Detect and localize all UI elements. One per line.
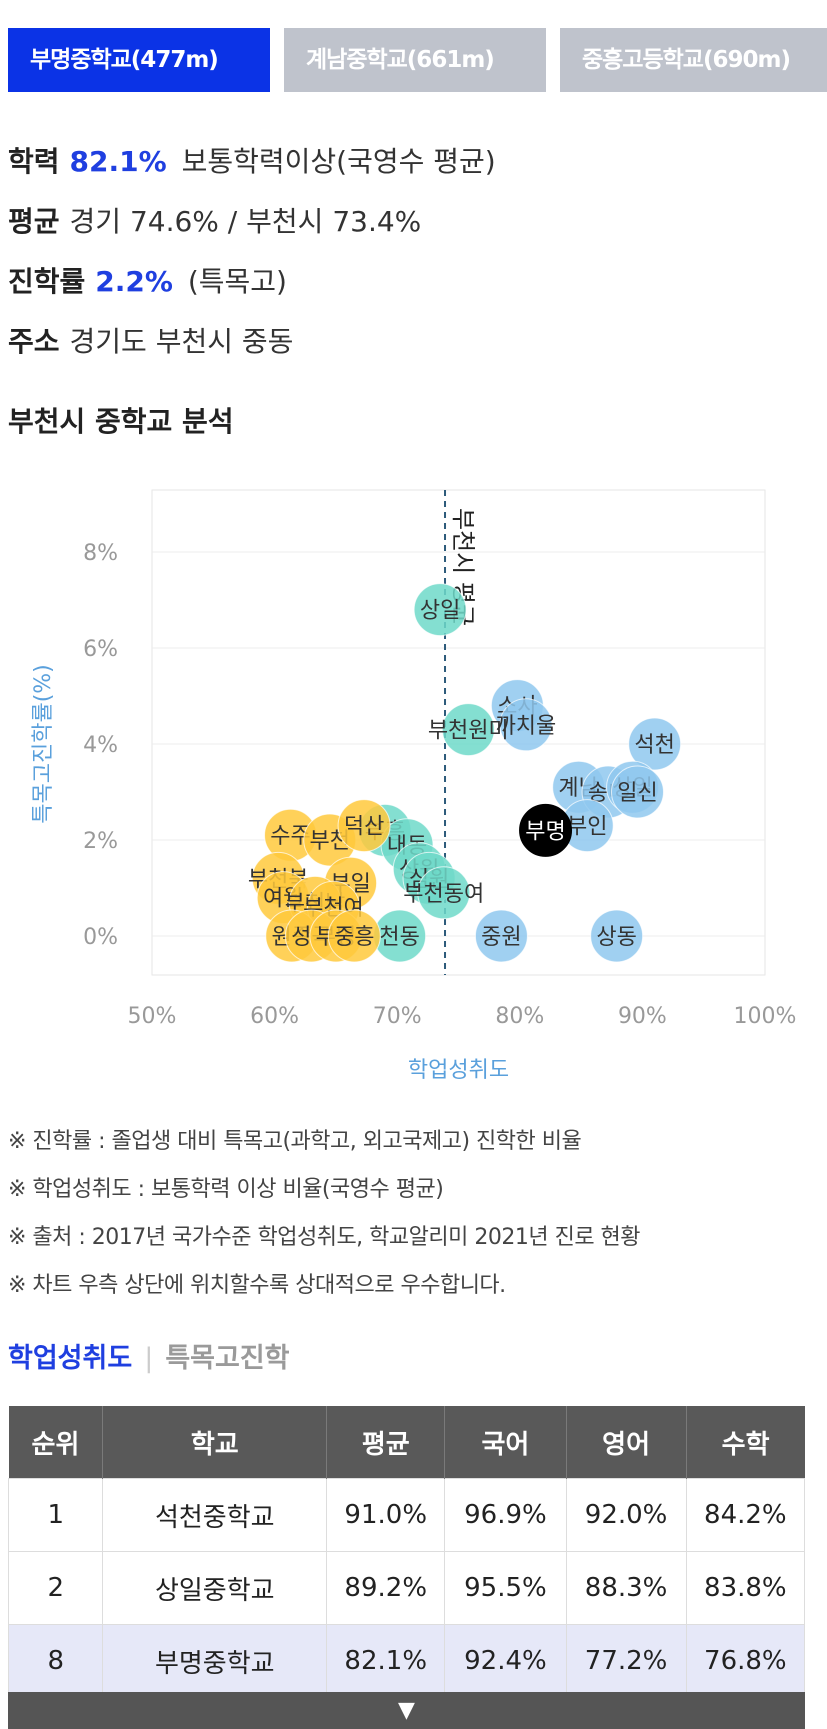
data-point-label: 덕산 [344,815,384,840]
cell-english: 77.2% [565,1624,687,1698]
header-average: 평균 [326,1406,446,1479]
advance-desc: (특목고) [187,265,287,298]
data-point-label: 상일 [420,599,460,624]
data-point-label: 부명 [525,819,565,844]
table-row[interactable]: 1 석천중학교 91.0% 96.9% 92.0% 84.2% [7,1478,806,1552]
x-tick-label: 80% [495,1004,544,1029]
x-tick-label: 60% [250,1004,299,1029]
data-point [519,803,573,857]
y-tick-label: 4% [83,733,118,758]
ranking-table: 순위 학교 평균 국어 영어 수학 1 석천중학교 91.0% 96.9% 92… [7,1406,806,1698]
note-line: ※ 학업성취도 : 보통학력 이상 비율(국영수 평균) [8,1177,444,1202]
advance-row: 진학률 2.2% (특목고) [8,260,287,300]
data-point [474,909,528,963]
data-point-label: 부인 [567,815,607,840]
data-point-label: 까치울 [496,714,557,739]
data-point [413,583,467,637]
subtab-special-school[interactable]: 특목고진학 [165,1343,290,1374]
data-point-label: 중흥 [334,925,374,950]
data-point [337,799,391,853]
header-english: 영어 [566,1406,687,1479]
x-tick-label: 70% [373,1004,422,1029]
header-rank: 순위 [8,1406,104,1479]
x-axis-title: 학업성취도 [408,1058,509,1083]
table-row[interactable]: 2 상일중학교 89.2% 95.5% 88.3% 83.8% [7,1551,806,1625]
data-point [441,703,495,757]
cell-average: 82.1% [326,1624,446,1698]
tab-school-2[interactable]: 계남중학교(661m) [284,28,546,92]
cell-average: 91.0% [326,1478,446,1552]
header-math: 수학 [686,1406,805,1479]
achievement-row: 학력 82.1% 보통학력이상(국영수 평균) [8,140,496,180]
table-header-row: 순위 학교 평균 국어 영어 수학 [8,1406,805,1479]
note-line: ※ 출처 : 2017년 국가수준 학업성취도, 학교알리미 2021년 진로 … [8,1225,641,1250]
cell-math: 84.2% [685,1478,806,1552]
y-tick-label: 8% [83,541,118,566]
data-point-label: 상동 [596,925,636,950]
data-point-label: 중원 [481,925,521,950]
y-axis-title: 특목고진학률(%) [31,664,56,824]
expand-more-button[interactable]: ▼ [8,1692,805,1729]
achievement-label: 학력 [8,145,60,178]
tab-school-3[interactable]: 중흥고등학교(690m) [560,28,827,92]
school-tabs: 부명중학교(477m) 계남중학교(661m) 중흥고등학교(690m) [8,28,827,92]
y-tick-label: 0% [83,925,118,950]
subtab-divider: | [144,1343,154,1374]
cell-english: 88.3% [565,1551,687,1625]
achievement-desc: 보통학력이상(국영수 평균) [181,145,496,178]
data-point-label: 부천동여 [403,882,484,907]
header-korean: 국어 [444,1406,567,1479]
cell-korean: 92.4% [444,1624,567,1698]
ranking-subtabs: 학업성취도 | 특목고진학 [8,1336,290,1375]
address-row: 주소 경기도 부천시 중동 [8,320,293,360]
subtab-achievement[interactable]: 학업성취도 [8,1343,133,1374]
scatter-chart: 0% 2% 4% 6% 8% 50% 60% 70% 80% 90% 100% 학업성취도 특목고진학률… [31,489,797,1083]
cell-korean: 96.9% [444,1478,567,1552]
cell-english: 92.0% [565,1478,687,1552]
cell-math: 83.8% [685,1551,806,1625]
address-value: 경기도 부천시 중동 [69,325,294,358]
table-row-highlighted[interactable]: 8 부명중학교 82.1% 92.4% 77.2% 76.8% [7,1624,806,1698]
x-tick-label: 100% [734,1004,797,1029]
average-value: 경기 74.6% / 부천시 73.4% [69,205,422,238]
note-line: ※ 진학률 : 졸업생 대비 특목고(과학고, 외고국제고) 진학한 비율 [8,1129,582,1154]
data-point-label: 부천원미 [428,719,509,744]
cell-math: 76.8% [685,1624,806,1698]
x-tick-label: 90% [618,1004,667,1029]
x-tick-label: 50% [128,1004,177,1029]
data-point [417,866,471,920]
cell-school: 부명중학교 [102,1624,328,1698]
cell-rank: 2 [7,1551,104,1625]
y-tick-label: 6% [83,637,118,662]
data-point [610,765,664,819]
advance-label: 진학률 [8,265,86,298]
data-point [327,909,381,963]
header-school: 학교 [102,1406,328,1479]
address-label: 주소 [8,325,60,358]
achievement-value: 82.1% [69,145,167,178]
note-line: ※ 차트 우측 상단에 위치할수록 상대적으로 우수합니다. [8,1273,506,1298]
cell-average: 89.2% [326,1551,446,1625]
cell-rank: 1 [7,1478,104,1552]
data-point-label: 석천 [634,733,674,758]
plot-frame [151,489,766,976]
data-point [499,698,553,752]
data-point [628,717,682,771]
data-point [590,909,644,963]
chevron-down-icon: ▼ [398,1698,415,1723]
cell-korean: 95.5% [444,1551,567,1625]
tab-school-1[interactable]: 부명중학교(477m) [8,28,270,92]
advance-value: 2.2% [95,265,173,298]
cell-rank: 8 [7,1624,104,1698]
y-tick-label: 2% [83,829,118,854]
average-label: 평균 [8,205,60,238]
section-title: 부천시 중학교 분석 [8,405,234,438]
chart-notes: ※ 진학률 : 졸업생 대비 특목고(과학고, 외고국제고) 진학한 비율 ※ … [8,1118,641,1310]
cell-school: 상일중학교 [102,1551,328,1625]
cell-school: 석천중학교 [102,1478,328,1552]
average-row: 평균 경기 74.6% / 부천시 73.4% [8,200,421,240]
data-point-label: 천동 [379,925,419,950]
data-point-label: 일신 [617,781,657,806]
